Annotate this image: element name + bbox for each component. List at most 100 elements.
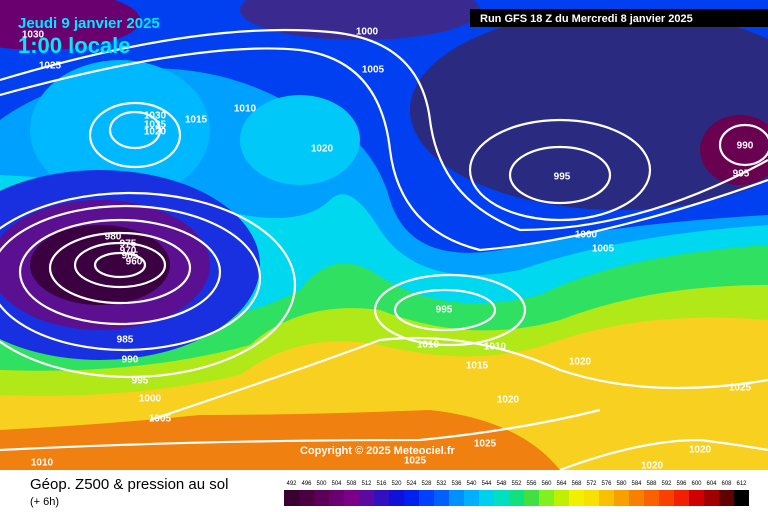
colorbar-label: 592 <box>661 481 672 487</box>
colorbar-label: 564 <box>556 481 567 487</box>
colorbar-swatch <box>329 490 344 506</box>
colorbar-swatch <box>434 490 449 506</box>
colorbar-label: 608 <box>721 481 732 487</box>
colorbar-label: 600 <box>691 481 702 487</box>
colorbar-label: 572 <box>586 481 597 487</box>
colorbar-label: 544 <box>481 481 492 487</box>
isobar-label: 1005 <box>592 244 615 255</box>
colorbar-swatch <box>629 490 644 506</box>
colorbar-swatch <box>704 490 719 506</box>
isobar-label: 1020 <box>497 395 520 406</box>
isobar-label: 1030 <box>22 30 45 41</box>
colorbar-swatch <box>464 490 479 506</box>
isobar-label: 995 <box>733 169 750 180</box>
colorbar: 492 496 500 504 508 512 516 520 524 528 532 536 540 5… <box>284 481 749 506</box>
colorbar-label: 496 <box>301 481 312 487</box>
isobar-label: 1000 <box>356 27 379 38</box>
colorbar-swatch <box>344 490 359 506</box>
isobar-label: 990 <box>737 141 754 152</box>
isobar-label: 990 <box>122 355 139 366</box>
colorbar-label: 604 <box>706 481 717 487</box>
isobar-label: 1020 <box>641 461 664 472</box>
colorbar-swatch <box>524 490 539 506</box>
isobar-label: 995 <box>554 172 571 183</box>
colorbar-swatch <box>584 490 599 506</box>
colorbar-swatch <box>494 490 509 506</box>
colorbar-swatch <box>614 490 629 506</box>
isobar-label: 1010 <box>484 342 507 353</box>
isobar-label: 980 <box>105 232 122 243</box>
colorbar-label: 552 <box>511 481 522 487</box>
isobar-label: 970 <box>120 246 137 257</box>
isobar-label: 1005 <box>149 414 172 425</box>
isobar-label: 1010 <box>417 340 440 351</box>
colorbar-label: 536 <box>451 481 462 487</box>
isobar-label: 1020 <box>144 127 167 138</box>
colorbar-swatch <box>539 490 554 506</box>
colorbar-label: 512 <box>361 481 372 487</box>
colorbar-swatch <box>389 490 404 506</box>
colorbar-label: 508 <box>346 481 357 487</box>
colorbar-swatch <box>479 490 494 506</box>
colorbar-swatch <box>509 490 524 506</box>
isobar-labels: 1030 1025 1000 1005 1010 1015 1030 1025 … <box>22 27 754 472</box>
isobar-label: 995 <box>132 376 149 387</box>
colorbar-label: 504 <box>331 481 342 487</box>
colorbar-label: 596 <box>676 481 687 487</box>
isobar-label: 1025 <box>404 456 427 467</box>
colorbar-swatch <box>659 490 674 506</box>
colorbar-swatch <box>689 490 704 506</box>
isobar-label: 1020 <box>311 144 334 155</box>
isobar-label: 1025 <box>144 120 167 131</box>
run-info: Run GFS 18 Z du Mercredi 8 janvier 2025 <box>480 13 693 25</box>
isobar-label: 1020 <box>569 357 592 368</box>
colorbar-label: 556 <box>526 481 537 487</box>
isobar-label: 1015 <box>185 115 208 126</box>
isobar-label: 965 <box>122 251 139 262</box>
colorbar-swatch <box>404 490 419 506</box>
isobar-label: 1010 <box>31 458 54 469</box>
colorbar-label: 540 <box>466 481 477 487</box>
colorbar-label: 588 <box>646 481 657 487</box>
colorbar-label: 576 <box>601 481 612 487</box>
colorbar-swatch <box>734 490 749 506</box>
colorbar-swatch <box>569 490 584 506</box>
colorbar-label: 516 <box>376 481 387 487</box>
colorbar-label: 580 <box>616 481 627 487</box>
colorbar-label: 492 <box>286 481 297 487</box>
run-box <box>470 9 768 27</box>
colorbar-swatch <box>284 490 299 506</box>
colorbar-swatch <box>554 490 569 506</box>
colorbar-swatch <box>449 490 464 506</box>
colorbar-swatch <box>719 490 734 506</box>
isobar-label: 995 <box>436 305 453 316</box>
colorbar-swatch <box>359 490 374 506</box>
colorbar-label: 520 <box>391 481 402 487</box>
isobar-label: 960 <box>126 257 143 268</box>
isobar-label: 1010 <box>234 104 257 115</box>
colorbar-label: 532 <box>436 481 447 487</box>
colorbar-label: 528 <box>421 481 432 487</box>
local-time: 1:00 locale <box>18 33 131 58</box>
colorbar-label: 560 <box>541 481 552 487</box>
isobar-label: 1020 <box>689 445 712 456</box>
isobar-label: 1025 <box>729 383 752 394</box>
colorbar-swatch <box>419 490 434 506</box>
isobar-label: 1030 <box>144 111 167 122</box>
colorbar-label: 612 <box>736 481 747 487</box>
colorbar-label: 568 <box>571 481 582 487</box>
colorbar-swatch <box>299 490 314 506</box>
isobar-label: 985 <box>117 335 134 346</box>
footer-title: Géop. Z500 & pression au sol <box>30 476 228 493</box>
isobar-label: 975 <box>120 239 137 250</box>
isobar-label: 1000 <box>139 394 162 405</box>
isobar-label: 1025 <box>474 439 497 450</box>
isobar-label: 1025 <box>39 61 62 72</box>
colorbar-swatch <box>644 490 659 506</box>
colorbar-label: 548 <box>496 481 507 487</box>
isobar-label: 1000 <box>575 230 598 241</box>
colorbar-swatch <box>374 490 389 506</box>
colorbar-swatch <box>599 490 614 506</box>
